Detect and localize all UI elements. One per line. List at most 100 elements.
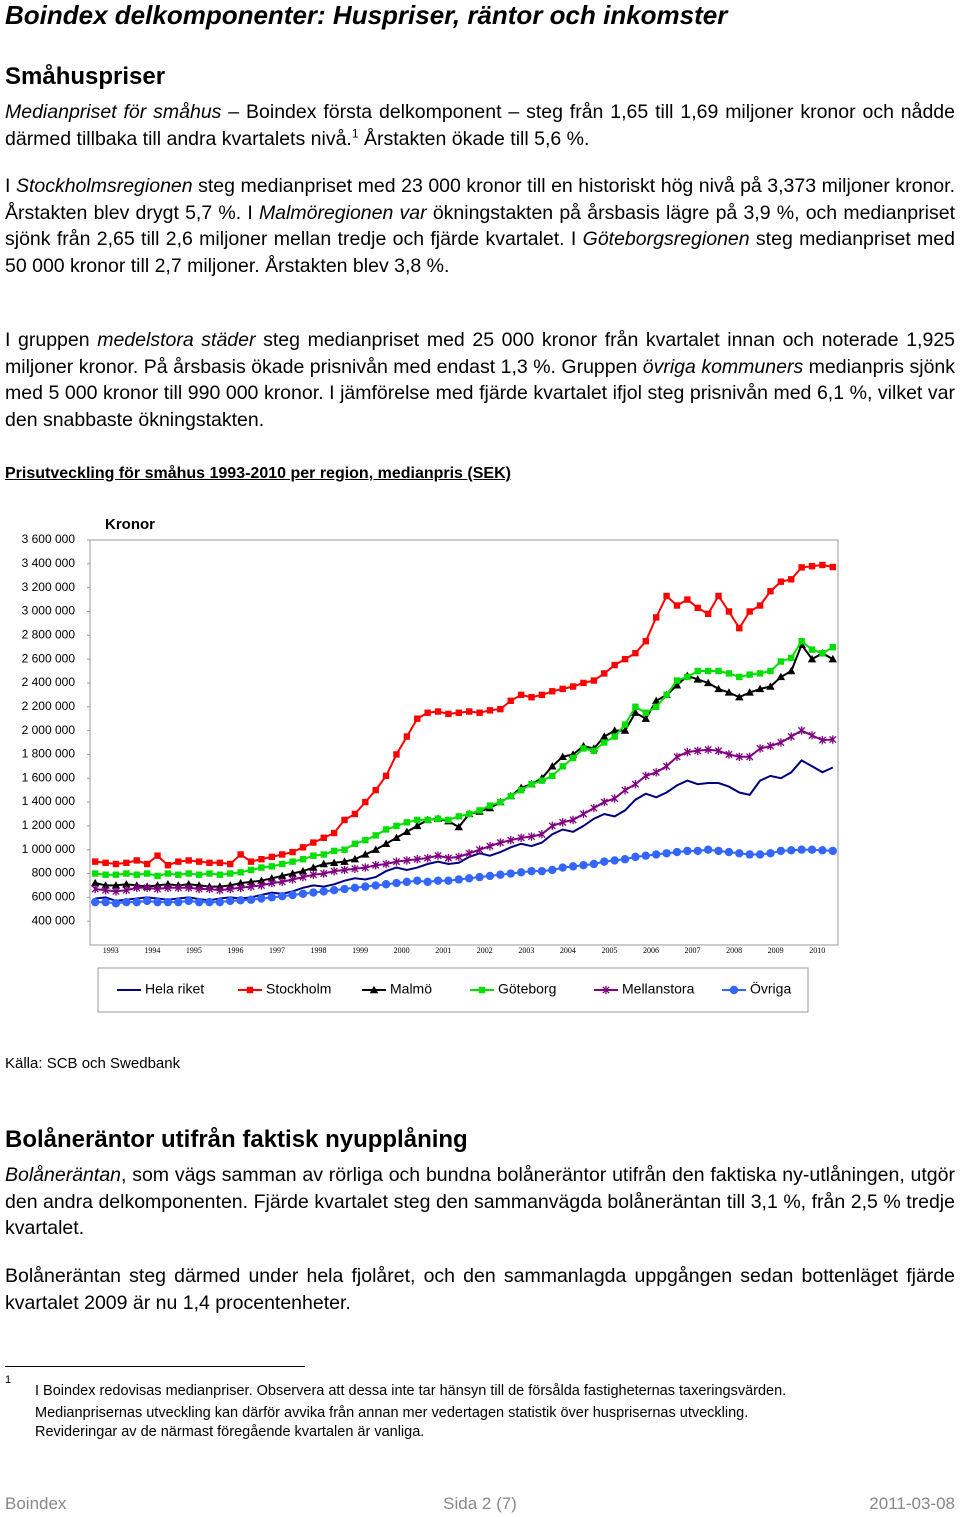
marker bbox=[755, 684, 765, 693]
marker bbox=[694, 604, 701, 612]
marker bbox=[195, 871, 203, 878]
marker bbox=[268, 863, 276, 870]
marker bbox=[102, 859, 109, 867]
text-run: medelstora städer bbox=[97, 329, 256, 351]
marker bbox=[330, 847, 338, 855]
marker bbox=[611, 733, 618, 740]
marker bbox=[746, 671, 753, 678]
legend-label: Hela riket bbox=[145, 981, 204, 997]
source: Källa: SCB och Swedbank bbox=[5, 1055, 181, 1072]
x-tick-label: 2010 bbox=[809, 946, 825, 955]
marker bbox=[372, 860, 380, 870]
chart-title: Prisutveckling för småhus 1993-2010 per … bbox=[5, 465, 511, 482]
marker bbox=[164, 861, 172, 869]
marker bbox=[724, 847, 734, 857]
marker bbox=[798, 564, 805, 571]
footer-left: Boindex bbox=[5, 1494, 67, 1513]
marker bbox=[651, 696, 661, 705]
marker bbox=[216, 871, 224, 878]
marker bbox=[393, 822, 400, 830]
marker bbox=[163, 897, 173, 907]
marker bbox=[569, 815, 577, 825]
footnote-line: Revideringar av de närmast föregående kv… bbox=[35, 1424, 425, 1440]
marker bbox=[309, 870, 318, 879]
marker bbox=[776, 846, 786, 856]
marker bbox=[403, 819, 411, 826]
marker bbox=[621, 721, 629, 728]
marker bbox=[319, 859, 328, 868]
marker bbox=[537, 866, 547, 876]
marker bbox=[247, 882, 255, 891]
marker bbox=[610, 856, 619, 865]
y-tick-label: 3 400 000 bbox=[22, 556, 76, 570]
marker bbox=[90, 878, 100, 887]
marker bbox=[756, 602, 764, 609]
marker bbox=[828, 846, 838, 856]
marker bbox=[372, 786, 379, 794]
y-tick-label: 2 200 000 bbox=[22, 699, 76, 713]
marker bbox=[237, 869, 244, 876]
marker bbox=[340, 884, 349, 894]
marker bbox=[663, 691, 670, 699]
marker bbox=[829, 563, 837, 571]
marker bbox=[788, 654, 795, 662]
marker bbox=[579, 809, 588, 819]
marker bbox=[673, 602, 681, 609]
marker bbox=[704, 610, 712, 618]
marker bbox=[298, 889, 308, 898]
marker bbox=[289, 858, 296, 865]
marker bbox=[122, 886, 131, 895]
marker bbox=[414, 816, 421, 824]
marker bbox=[154, 872, 161, 880]
marker bbox=[517, 691, 525, 699]
x-tick-label: 1997 bbox=[269, 946, 285, 955]
marker bbox=[683, 846, 692, 856]
marker bbox=[320, 869, 328, 878]
marker bbox=[382, 772, 390, 780]
marker bbox=[351, 864, 359, 873]
x-tick-label: 2000 bbox=[394, 946, 410, 955]
marker bbox=[704, 745, 712, 754]
x-tick-label: 2004 bbox=[560, 946, 576, 955]
legend-marker bbox=[478, 986, 486, 994]
x-tick-label: 1993 bbox=[103, 946, 119, 955]
marker bbox=[205, 884, 214, 894]
marker bbox=[589, 859, 599, 869]
marker bbox=[652, 703, 660, 710]
marker bbox=[756, 744, 764, 753]
marker bbox=[652, 768, 660, 777]
marker bbox=[329, 886, 339, 895]
marker bbox=[485, 871, 495, 881]
x-tick-label: 1996 bbox=[227, 946, 243, 955]
marker bbox=[724, 688, 734, 696]
marker bbox=[91, 884, 99, 894]
marker bbox=[527, 866, 536, 876]
marker bbox=[715, 592, 722, 600]
marker bbox=[672, 681, 682, 689]
footnote-rule bbox=[5, 1366, 305, 1367]
marker bbox=[216, 886, 224, 895]
marker bbox=[392, 833, 401, 841]
marker bbox=[600, 797, 608, 807]
marker bbox=[227, 870, 234, 877]
marker bbox=[736, 673, 743, 681]
marker bbox=[486, 841, 494, 851]
marker bbox=[590, 677, 598, 684]
marker bbox=[299, 872, 307, 882]
marker bbox=[277, 891, 287, 901]
marker bbox=[684, 673, 691, 681]
marker bbox=[122, 897, 131, 907]
marker bbox=[215, 897, 225, 907]
marker bbox=[340, 857, 349, 865]
marker bbox=[703, 678, 713, 687]
marker bbox=[246, 877, 256, 886]
marker bbox=[350, 855, 360, 863]
marker bbox=[631, 708, 640, 716]
text-run: Malmöregionen var bbox=[258, 201, 427, 224]
marker bbox=[788, 576, 795, 583]
marker bbox=[288, 869, 297, 877]
marker bbox=[475, 845, 484, 854]
marker bbox=[808, 646, 816, 653]
footer-right: 2011-03-08 bbox=[869, 1494, 955, 1513]
x-tick-label: 2003 bbox=[518, 946, 534, 955]
